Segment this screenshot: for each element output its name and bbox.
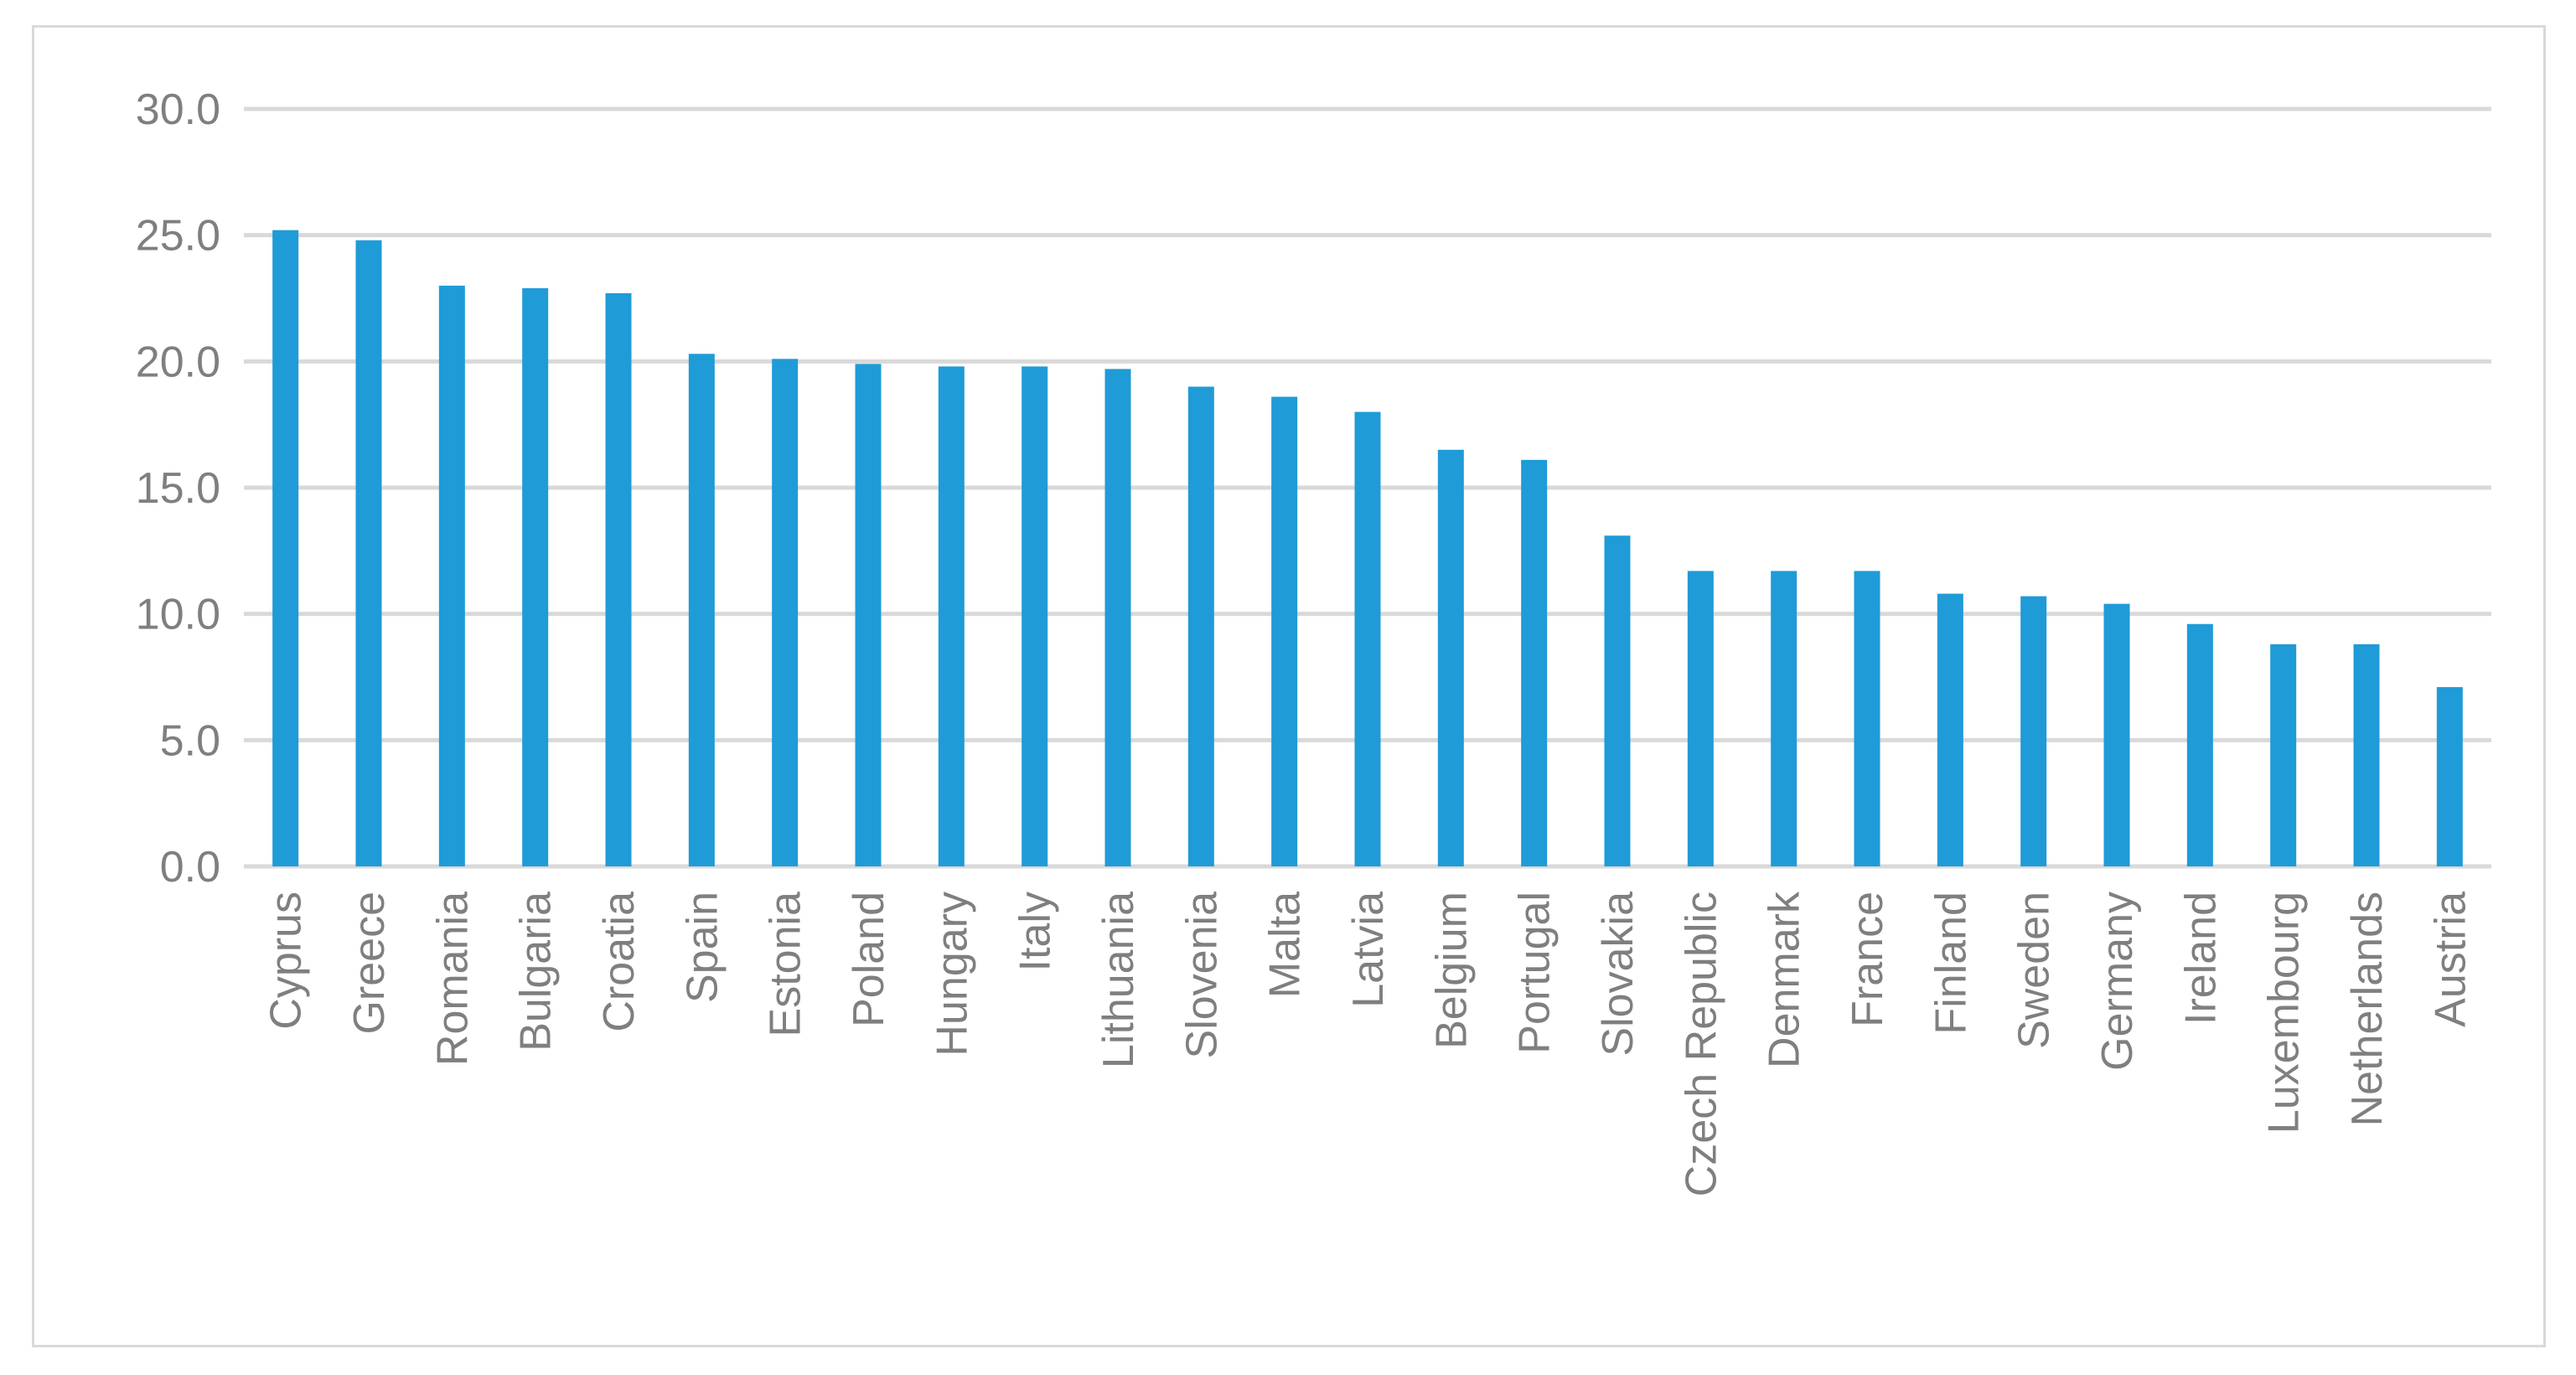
bar-slovakia bbox=[1604, 535, 1631, 866]
x-category-label: Estonia bbox=[762, 892, 810, 1037]
bar-bulgaria bbox=[522, 287, 549, 866]
x-category-label: Lithuania bbox=[1094, 892, 1143, 1068]
bar-germany bbox=[2103, 603, 2130, 866]
x-category-label: Ireland bbox=[2176, 892, 2225, 1025]
x-category-label: Croatia bbox=[595, 892, 644, 1032]
bar-austria bbox=[2436, 687, 2463, 866]
bar-luxembourg bbox=[2270, 644, 2297, 866]
bar-hungary bbox=[938, 366, 965, 866]
bar-belgium bbox=[1437, 449, 1464, 866]
x-category-label: Poland bbox=[845, 892, 893, 1027]
x-category-label: Sweden bbox=[2010, 892, 2059, 1049]
bar-denmark bbox=[1771, 571, 1798, 866]
x-axis-category-labels: Cyprus Greece Romania Bulgaria Croatia Spain E… bbox=[262, 891, 2475, 1197]
x-category-label: Bulgaria bbox=[512, 892, 561, 1052]
x-category-label: Finland bbox=[1927, 892, 1975, 1035]
bar-latvia bbox=[1354, 411, 1381, 867]
chart-frame: 0.0 5.0 10.0 15.0 20.0 25.0 30.0 Cyprus Greece R… bbox=[32, 25, 2546, 1347]
x-category-label: Hungary bbox=[928, 892, 976, 1057]
y-tick-label: 20.0 bbox=[136, 338, 220, 386]
x-category-label: Malta bbox=[1261, 892, 1310, 998]
bar-slovenia bbox=[1187, 386, 1214, 866]
bar-poland bbox=[855, 364, 882, 866]
bars bbox=[272, 230, 2463, 867]
x-category-label: Czech Republic bbox=[1677, 892, 1725, 1197]
x-category-label: Romania bbox=[428, 892, 477, 1066]
x-category-label: France bbox=[1844, 892, 1892, 1027]
x-category-label: Germany bbox=[2093, 892, 2142, 1071]
x-category-label: Cyprus bbox=[262, 892, 311, 1030]
y-tick-label: 25.0 bbox=[136, 212, 220, 261]
y-tick-label: 30.0 bbox=[136, 85, 220, 134]
bar-sweden bbox=[2020, 596, 2047, 866]
x-category-label: Slovenia bbox=[1177, 892, 1226, 1059]
bar-netherlands bbox=[2353, 644, 2380, 866]
x-category-label: Austria bbox=[2426, 892, 2475, 1027]
x-category-label: Luxembourg bbox=[2260, 892, 2309, 1134]
y-tick-label: 15.0 bbox=[136, 464, 220, 513]
bar-france bbox=[1854, 571, 1880, 866]
bar-ireland bbox=[2186, 623, 2213, 866]
bar-portugal bbox=[1521, 459, 1548, 866]
bar-greece bbox=[355, 240, 382, 866]
x-category-label: Slovakia bbox=[1594, 892, 1642, 1057]
x-category-label: Spain bbox=[678, 892, 727, 1003]
bar-croatia bbox=[605, 292, 632, 866]
x-category-label: Greece bbox=[345, 892, 394, 1035]
bar-estonia bbox=[772, 359, 799, 866]
y-tick-label: 5.0 bbox=[160, 716, 220, 765]
bar-italy bbox=[1022, 366, 1048, 866]
x-category-label: Netherlands bbox=[2343, 892, 2392, 1126]
x-category-label: Belgium bbox=[1427, 892, 1476, 1049]
x-category-label: Portugal bbox=[1511, 892, 1560, 1054]
y-tick-label: 10.0 bbox=[136, 591, 220, 639]
bar-romania bbox=[438, 285, 465, 866]
bar-cyprus bbox=[272, 230, 299, 866]
bar-finland bbox=[1937, 593, 1963, 866]
bar-spain bbox=[688, 354, 715, 866]
x-category-label: Denmark bbox=[1761, 891, 1809, 1068]
bar-czech-republic bbox=[1687, 571, 1714, 866]
x-category-label: Italy bbox=[1011, 892, 1060, 971]
bar-chart: 0.0 5.0 10.0 15.0 20.0 25.0 30.0 Cyprus Greece R… bbox=[136, 85, 2491, 1197]
x-category-label: Latvia bbox=[1344, 892, 1393, 1008]
bar-malta bbox=[1271, 396, 1298, 866]
bar-lithuania bbox=[1104, 369, 1131, 867]
y-axis-tick-labels: 0.0 5.0 10.0 15.0 20.0 25.0 30.0 bbox=[136, 85, 220, 892]
y-tick-label: 0.0 bbox=[160, 843, 220, 892]
